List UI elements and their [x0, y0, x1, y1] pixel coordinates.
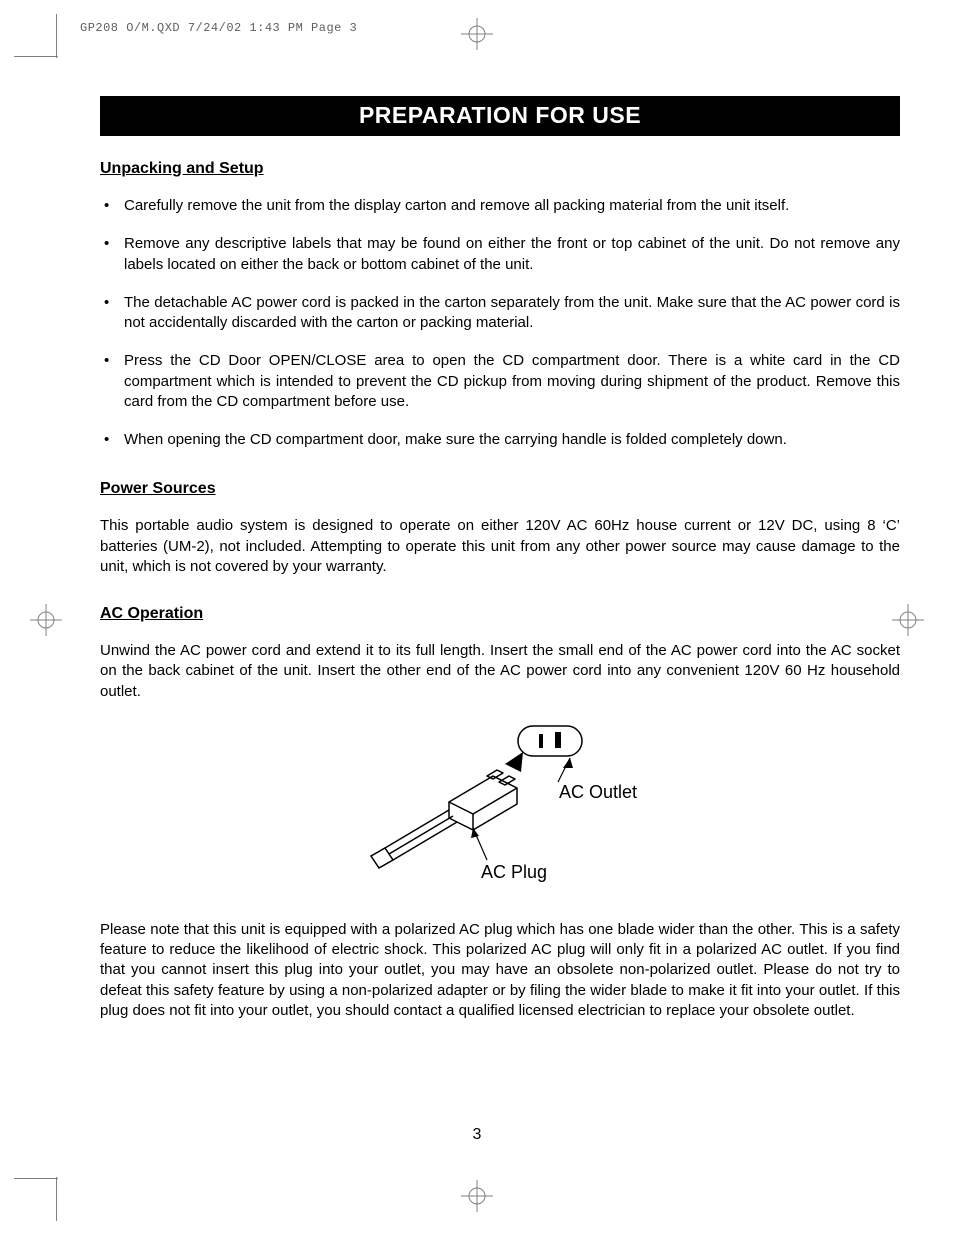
- diagram-label-outlet: AC Outlet: [559, 782, 637, 802]
- body-paragraph: This portable audio system is designed t…: [100, 516, 900, 577]
- page-title: PREPARATION FOR USE: [100, 96, 900, 136]
- diagram-label-plug: AC Plug: [481, 862, 547, 882]
- list-item: The detachable AC power cord is packed i…: [124, 293, 900, 334]
- list-item: Remove any descriptive labels that may b…: [124, 234, 900, 275]
- list-item: Carefully remove the unit from the displ…: [124, 196, 900, 216]
- crop-mark: [14, 1178, 58, 1179]
- registration-mark-icon: [461, 18, 493, 55]
- list-item: Press the CD Door OPEN/CLOSE area to ope…: [124, 351, 900, 412]
- body-paragraph: Unwind the AC power cord and extend it t…: [100, 641, 900, 702]
- crop-mark: [56, 14, 57, 58]
- page-content: PREPARATION FOR USE Unpacking and Setup …: [100, 96, 900, 1039]
- registration-mark-icon: [30, 604, 62, 641]
- list-item: When opening the CD compartment door, ma…: [124, 430, 900, 450]
- crop-mark: [14, 56, 58, 57]
- crop-mark: [56, 1177, 57, 1221]
- ac-plug-diagram: AC Outlet AC Plug: [100, 720, 900, 890]
- section-heading-unpacking: Unpacking and Setup: [100, 160, 900, 178]
- page-number: 3: [0, 1126, 954, 1144]
- unpacking-bullet-list: Carefully remove the unit from the displ…: [100, 196, 900, 450]
- file-header: GP208 O/M.QXD 7/24/02 1:43 PM Page 3: [80, 21, 357, 35]
- registration-mark-icon: [461, 1180, 493, 1217]
- section-heading-power: Power Sources: [100, 480, 900, 498]
- section-heading-ac-operation: AC Operation: [100, 605, 900, 623]
- body-paragraph: Please note that this unit is equipped w…: [100, 920, 900, 1021]
